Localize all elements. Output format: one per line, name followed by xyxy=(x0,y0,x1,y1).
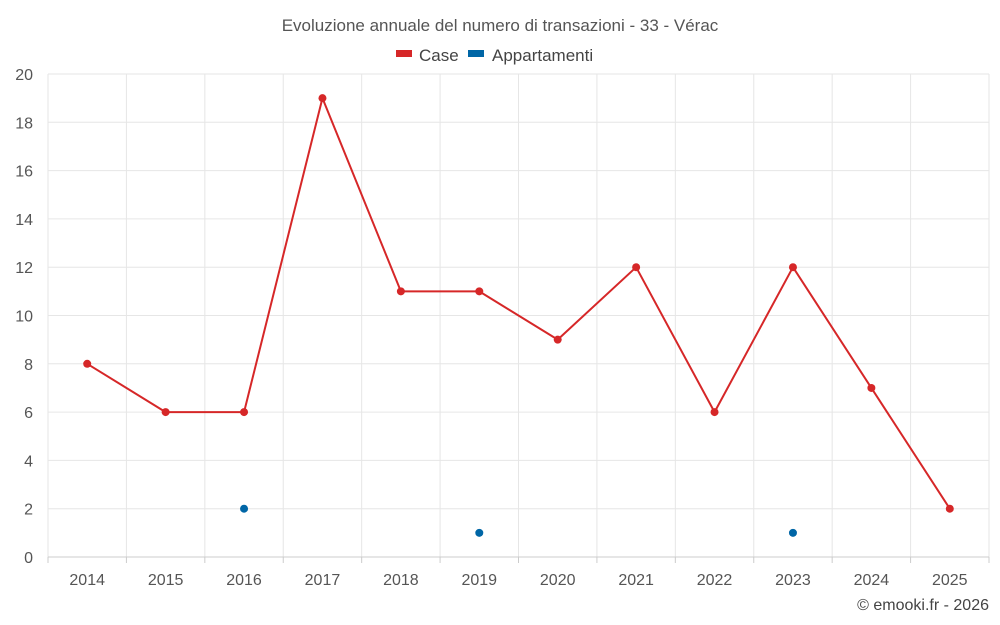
data-point-case-2021[interactable] xyxy=(632,263,641,272)
legend: Case Appartamenti xyxy=(396,46,593,65)
x-tick-label: 2019 xyxy=(461,572,497,589)
axes: 0 2 4 6 8 10 12 14 16 18 20 2014 2015 2016 2017 2018 201… xyxy=(15,67,990,589)
data-point-case-2015[interactable] xyxy=(161,408,170,417)
data-point-case-2018[interactable] xyxy=(396,287,405,296)
data-point-case-2025[interactable] xyxy=(945,504,954,513)
data-point-appartamenti-2016[interactable] xyxy=(240,504,249,513)
series-layer xyxy=(83,94,954,537)
y-tick-label: 2 xyxy=(24,502,33,519)
y-tick-label: 14 xyxy=(15,212,33,229)
credit-text: © emooki.fr - 2026 xyxy=(857,597,989,614)
series-line-case xyxy=(86,97,951,510)
x-tick-label: 2014 xyxy=(69,572,105,589)
data-point-case-2020[interactable] xyxy=(553,335,562,344)
data-point-case-2016[interactable] xyxy=(240,408,249,417)
data-point-case-2014[interactable] xyxy=(83,359,92,368)
y-tick-label: 10 xyxy=(15,309,33,326)
y-tick-label: 12 xyxy=(15,260,33,277)
y-tick-label: 4 xyxy=(24,453,33,470)
x-tick-label: 2023 xyxy=(775,572,811,589)
data-point-case-2017[interactable] xyxy=(318,94,327,103)
legend-label-appartamenti[interactable]: Appartamenti xyxy=(492,46,593,65)
data-point-appartamenti-2019[interactable] xyxy=(475,528,484,537)
y-tick-label: 8 xyxy=(24,357,33,374)
x-tick-label: 2022 xyxy=(697,572,733,589)
x-tick-label: 2018 xyxy=(383,572,419,589)
x-tick-label: 2021 xyxy=(618,572,654,589)
x-tick-label: 2016 xyxy=(226,572,262,589)
legend-swatch-case[interactable] xyxy=(396,50,412,57)
y-tick-label: 18 xyxy=(15,115,33,132)
y-tick-label: 16 xyxy=(15,164,33,181)
chart-title: Evoluzione annuale del numero di transaz… xyxy=(282,16,719,35)
data-point-case-2023[interactable] xyxy=(788,263,797,272)
legend-swatch-appartamenti[interactable] xyxy=(468,50,484,57)
data-point-case-2022[interactable] xyxy=(710,408,719,417)
y-tick-label: 0 xyxy=(24,550,33,567)
x-tick-label: 2015 xyxy=(148,572,184,589)
data-point-case-2019[interactable] xyxy=(475,287,484,296)
data-point-case-2024[interactable] xyxy=(867,383,876,392)
y-tick-label: 20 xyxy=(15,67,33,84)
x-tick-label: 2025 xyxy=(932,572,968,589)
x-tick-label: 2017 xyxy=(305,572,341,589)
x-tick-label: 2020 xyxy=(540,572,576,589)
x-tick-label: 2024 xyxy=(854,572,890,589)
y-tick-label: 6 xyxy=(24,405,33,422)
legend-label-case[interactable]: Case xyxy=(419,46,459,65)
data-point-appartamenti-2023[interactable] xyxy=(788,528,797,537)
